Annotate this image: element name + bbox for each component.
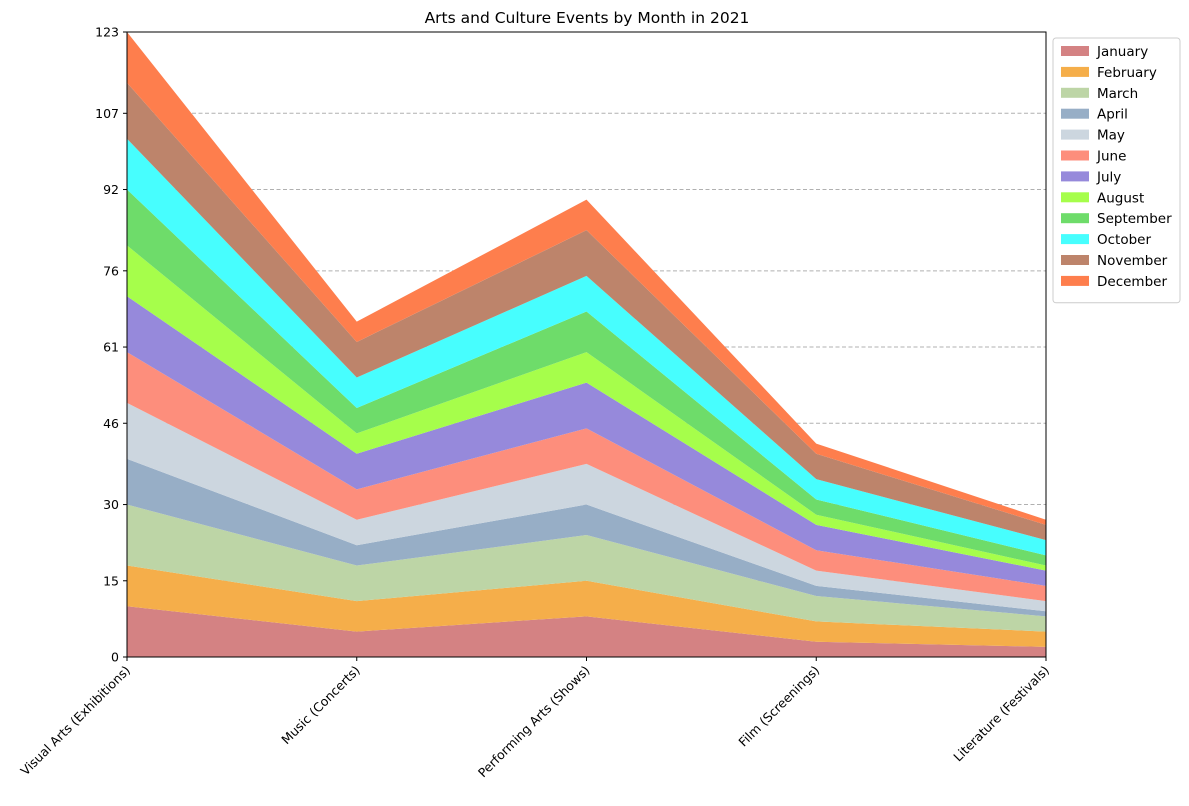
legend-label: September xyxy=(1097,211,1172,227)
y-tick-label: 0 xyxy=(111,650,119,665)
x-tick-label: Film (Screenings) xyxy=(735,663,822,750)
legend-swatch xyxy=(1061,171,1089,182)
area-series-may xyxy=(127,402,1046,612)
legend-label: October xyxy=(1097,232,1151,248)
legend: January February March April May June July Augu… xyxy=(1052,37,1181,304)
area-series-june xyxy=(127,352,1046,602)
x-tick-label: Literature (Festivals) xyxy=(950,663,1052,765)
legend-label: December xyxy=(1097,274,1167,290)
area-series-august xyxy=(127,245,1046,571)
area-series-march xyxy=(127,504,1046,632)
chart-title: Arts and Culture Events by Month in 2021 xyxy=(425,9,750,27)
x-tick-label: Performing Arts (Shows) xyxy=(475,663,593,781)
y-tick-label: 46 xyxy=(103,416,119,431)
area-series-september xyxy=(127,189,1046,566)
legend-label: January xyxy=(1096,44,1148,60)
legend-label: June xyxy=(1096,149,1126,165)
area-series-october xyxy=(127,138,1046,556)
legend-swatch xyxy=(1061,192,1089,203)
legend-swatch xyxy=(1061,66,1089,77)
legend-label: November xyxy=(1097,253,1168,269)
legend-label: May xyxy=(1097,128,1125,144)
area-series-february xyxy=(127,565,1046,647)
y-tick-label: 30 xyxy=(103,497,119,512)
y-tick-label: 15 xyxy=(103,573,119,588)
y-tick-label: 61 xyxy=(103,340,119,355)
legend-swatch xyxy=(1061,129,1089,140)
x-tick-label: Visual Arts (Exhibitions) xyxy=(17,663,133,779)
legend-swatch xyxy=(1061,255,1089,265)
area-series-december xyxy=(127,32,1046,525)
legend-label: August xyxy=(1097,190,1144,206)
legend-swatch xyxy=(1061,234,1089,245)
legend-swatch xyxy=(1061,213,1089,224)
legend-swatch xyxy=(1061,275,1089,286)
area-series-april xyxy=(127,458,1046,617)
area-series-november xyxy=(127,82,1046,541)
legend-label: July xyxy=(1096,169,1121,185)
legend-swatch xyxy=(1061,87,1089,98)
legend-label: March xyxy=(1097,86,1138,102)
y-tick-label: 92 xyxy=(103,182,119,197)
legend-swatch xyxy=(1061,150,1089,161)
legend-swatch xyxy=(1061,46,1089,56)
y-tick-label: 76 xyxy=(103,263,119,278)
area-series-layer xyxy=(127,32,1046,657)
legend-label: April xyxy=(1097,107,1128,123)
legend-swatch xyxy=(1061,108,1089,119)
area-series-january xyxy=(127,606,1046,657)
x-tick-label: Music (Concerts) xyxy=(278,663,363,748)
y-tick-label: 107 xyxy=(95,106,119,121)
y-tick-label: 123 xyxy=(95,25,119,40)
area-series-july xyxy=(127,296,1046,586)
legend-label: February xyxy=(1097,65,1157,81)
